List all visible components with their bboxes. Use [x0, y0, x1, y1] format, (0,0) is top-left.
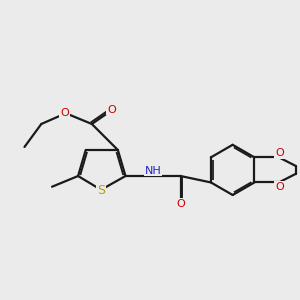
Text: O: O — [275, 182, 284, 192]
Text: O: O — [107, 105, 116, 115]
Text: O: O — [176, 199, 185, 209]
Text: S: S — [97, 184, 105, 197]
Text: O: O — [275, 148, 284, 158]
Text: O: O — [60, 108, 69, 118]
Text: NH: NH — [145, 166, 161, 176]
